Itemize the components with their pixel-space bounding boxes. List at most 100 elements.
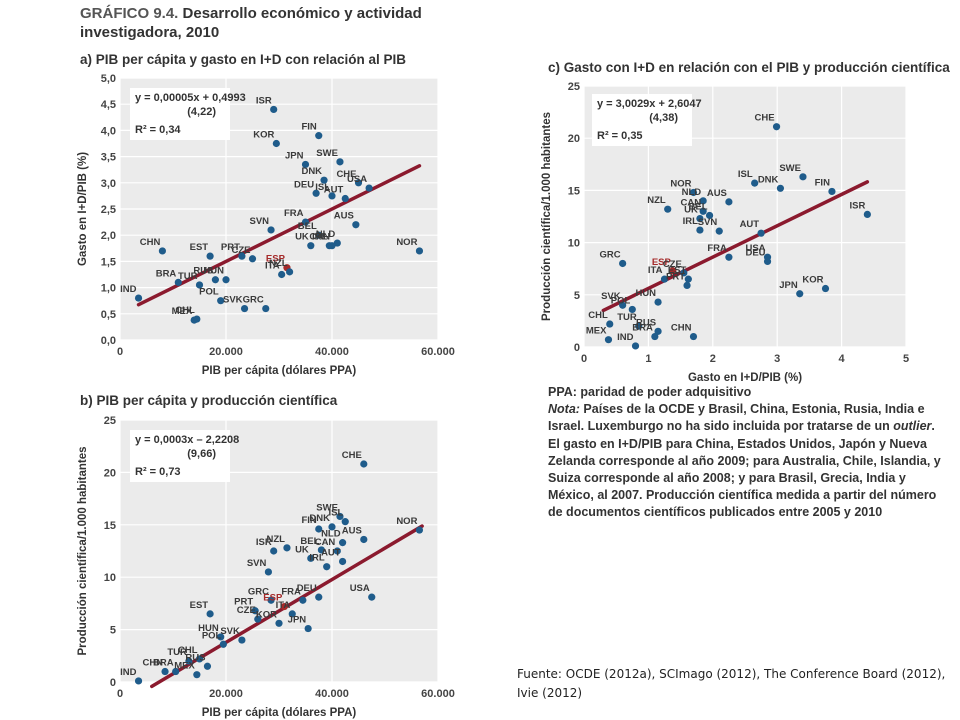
point-che [354, 179, 363, 187]
point-aus [360, 535, 368, 544]
point-ita [278, 270, 286, 279]
point-pol [628, 305, 636, 314]
point-swe [336, 512, 344, 521]
point-label-nld: NLD [682, 187, 702, 198]
point-label-isl: ISL [328, 508, 343, 519]
y-tick-label: 10 [104, 572, 116, 584]
point-label-jpn: JPN [779, 280, 798, 291]
point-label-irl: IRL [312, 232, 328, 243]
ppa-note: PPA: paridad de poder adquisitivo [548, 385, 752, 399]
figure-number: GRÁFICO 9.4. [80, 5, 179, 22]
point-fra [301, 218, 310, 226]
point-label-che: CHE [336, 169, 356, 180]
point-label-can: CAN [315, 537, 336, 548]
point-label-deu: DEU [297, 583, 317, 594]
point-aut [339, 557, 347, 566]
point-label-grc: GRC [600, 249, 621, 260]
point-fin [828, 187, 836, 196]
point-label-chn: CHN [140, 237, 161, 248]
y-axis-label: Producción científica/1.000 habitantes [77, 447, 89, 656]
x-tick-label: 60.000 [421, 688, 455, 700]
point-label-bra: BRA [156, 268, 177, 279]
x-tick-label: 0 [117, 688, 123, 700]
x-axis-label: PIB per cápita (dólares PPA) [202, 365, 357, 377]
point-label-can: CAN [309, 232, 330, 243]
point-label-mex: MEX [174, 661, 195, 672]
point-aus [725, 198, 733, 206]
y-tick-label: 25 [104, 415, 116, 427]
y-tick-label: 15 [104, 520, 116, 532]
point-svn [715, 227, 723, 235]
point-deu [763, 257, 772, 265]
point-nld [339, 539, 347, 547]
point-label-svk: SVK [220, 626, 240, 637]
point-label-cze: CZE [232, 245, 251, 256]
point-rus [211, 276, 219, 284]
y-tick-label: 0 [110, 677, 116, 689]
y-tick-label: 5,0 [101, 73, 116, 85]
point-prt [238, 252, 246, 260]
point-label-prt: PRT [666, 271, 685, 282]
point-che [772, 123, 781, 131]
point-kor [272, 139, 280, 148]
point-label-ind: IND [120, 667, 137, 678]
point-nor [415, 247, 424, 255]
point-label-kor: KOR [802, 275, 823, 286]
point-label-isr: ISR [256, 95, 272, 106]
point-isr [270, 105, 278, 114]
point-label-jpn: JPN [285, 150, 304, 161]
point-label-bel: BEL [300, 536, 319, 547]
point-label-nzl: NZL [269, 258, 288, 269]
point-label-chl: CHL [178, 645, 198, 656]
point-che [360, 460, 368, 468]
point-label-ind: IND [120, 284, 137, 295]
point-chl [606, 320, 614, 328]
y-tick-label: 20 [568, 133, 580, 145]
point-pol [217, 297, 225, 305]
point-label-tur: TUR [178, 271, 198, 282]
point-grc [619, 259, 627, 268]
point-uk [307, 554, 315, 562]
point-rus [203, 662, 212, 670]
point-label-fra: FRA [281, 586, 301, 597]
panel-b-title: b) PIB per cápita y producción científic… [80, 393, 338, 408]
point-label-usa: USA [350, 583, 370, 594]
point-label-aut: AUT [324, 185, 344, 196]
point-prt [683, 281, 691, 290]
point-hun [654, 298, 662, 306]
panel-a-title: a) PIB per cápita y gasto en I+D con rel… [80, 52, 406, 67]
point-label-pol: POL [611, 295, 631, 306]
point-aus [352, 221, 360, 229]
y-tick-label: 2,0 [101, 230, 116, 242]
point-label-che: CHE [754, 113, 774, 124]
point-kor [275, 619, 283, 627]
point-label-nzl: NZL [266, 534, 285, 545]
point-label-est: EST [190, 242, 209, 253]
y-tick-label: 4,5 [101, 99, 116, 111]
y-tick-label: 1,0 [101, 283, 116, 295]
y-tick-label: 25 [568, 81, 580, 93]
r2-text: R² = 0,34 [135, 124, 181, 136]
point-label-deu: DEU [294, 179, 314, 190]
point-ita [288, 610, 296, 618]
x-tick-label: 0 [581, 353, 587, 365]
y-tick-label: 15 [568, 185, 580, 197]
y-tick-label: 4,0 [101, 125, 116, 137]
point-ita [660, 275, 669, 283]
point-tur [185, 657, 193, 665]
point-label-nor: NOR [396, 237, 417, 248]
point-label-chn: CHN [671, 323, 692, 334]
point-label-che: CHE [342, 450, 362, 461]
y-tick-label: 3,5 [101, 152, 116, 164]
equation-box [592, 94, 692, 146]
point-nzl [283, 544, 291, 552]
point-label-tur: TUR [167, 647, 187, 658]
point-label-kor: KOR [253, 130, 274, 141]
point-jpn [301, 160, 310, 169]
point-label-svk: SVK [601, 291, 621, 302]
point-label-bra: BRA [153, 658, 174, 669]
point-label-mex: MEX [586, 326, 607, 337]
point-label-dnk: DNK [301, 166, 322, 177]
x-tick-label: 20.000 [209, 688, 243, 700]
